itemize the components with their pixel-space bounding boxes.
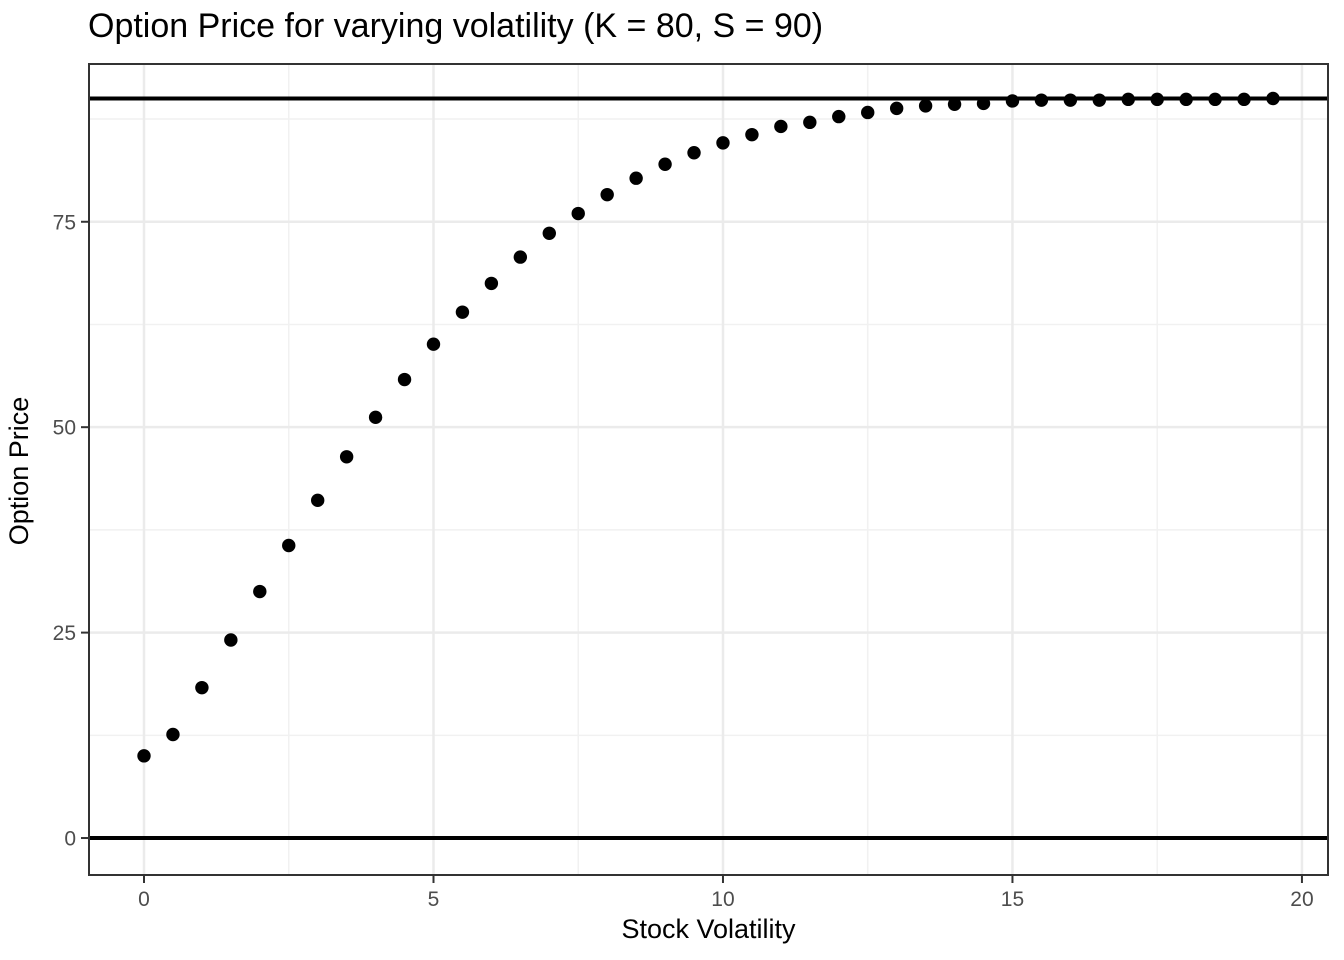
- plot-title: Option Price for varying volatility (K =…: [88, 7, 824, 45]
- data-point: [861, 105, 875, 120]
- data-point: [195, 680, 209, 695]
- data-point: [803, 115, 817, 130]
- data-point: [542, 226, 556, 240]
- data-point: [1179, 92, 1193, 107]
- data-point: [629, 171, 643, 185]
- data-point: [600, 187, 614, 202]
- data-point: [976, 96, 991, 111]
- y-tick-label: 25: [53, 622, 76, 645]
- data-point: [455, 305, 470, 319]
- y-tick-label: 75: [53, 211, 76, 234]
- x-tick-label: 15: [1001, 888, 1024, 911]
- data-point: [339, 450, 354, 464]
- data-point: [889, 101, 904, 116]
- data-point: [1208, 92, 1222, 107]
- data-point: [426, 337, 441, 351]
- data-point: [310, 493, 325, 508]
- data-point: [253, 584, 267, 599]
- data-point: [745, 127, 759, 142]
- data-point: [687, 146, 701, 160]
- data-point: [716, 136, 730, 150]
- data-point: [1150, 92, 1164, 107]
- y-tick-label: 50: [53, 417, 76, 440]
- data-point: [1063, 93, 1078, 107]
- data-point: [1034, 93, 1049, 107]
- data-point: [1092, 93, 1107, 107]
- data-point: [918, 99, 933, 113]
- data-point: [947, 97, 962, 111]
- data-point: [571, 206, 585, 221]
- data-point: [1005, 94, 1020, 108]
- data-point: [1237, 92, 1251, 107]
- data-point: [368, 410, 383, 425]
- x-tick-label: 5: [428, 888, 440, 911]
- data-point: [137, 749, 151, 763]
- data-point: [774, 119, 788, 134]
- x-tick-label: 10: [711, 888, 734, 911]
- data-point: [513, 250, 528, 264]
- panel-background: [89, 64, 1328, 875]
- data-point: [1121, 92, 1135, 107]
- data-point: [397, 372, 412, 387]
- data-point: [658, 157, 672, 171]
- data-point: [224, 633, 238, 647]
- data-point: [282, 538, 296, 553]
- x-axis-title: Stock Volatility: [621, 914, 796, 944]
- data-point: [166, 727, 180, 742]
- data-point: [832, 109, 846, 124]
- y-tick-label: 0: [64, 828, 76, 851]
- x-tick-label: 20: [1290, 888, 1313, 911]
- x-tick-label: 0: [138, 888, 150, 911]
- data-point: [1266, 91, 1280, 106]
- data-point: [484, 276, 499, 291]
- panel-border: [88, 63, 1329, 876]
